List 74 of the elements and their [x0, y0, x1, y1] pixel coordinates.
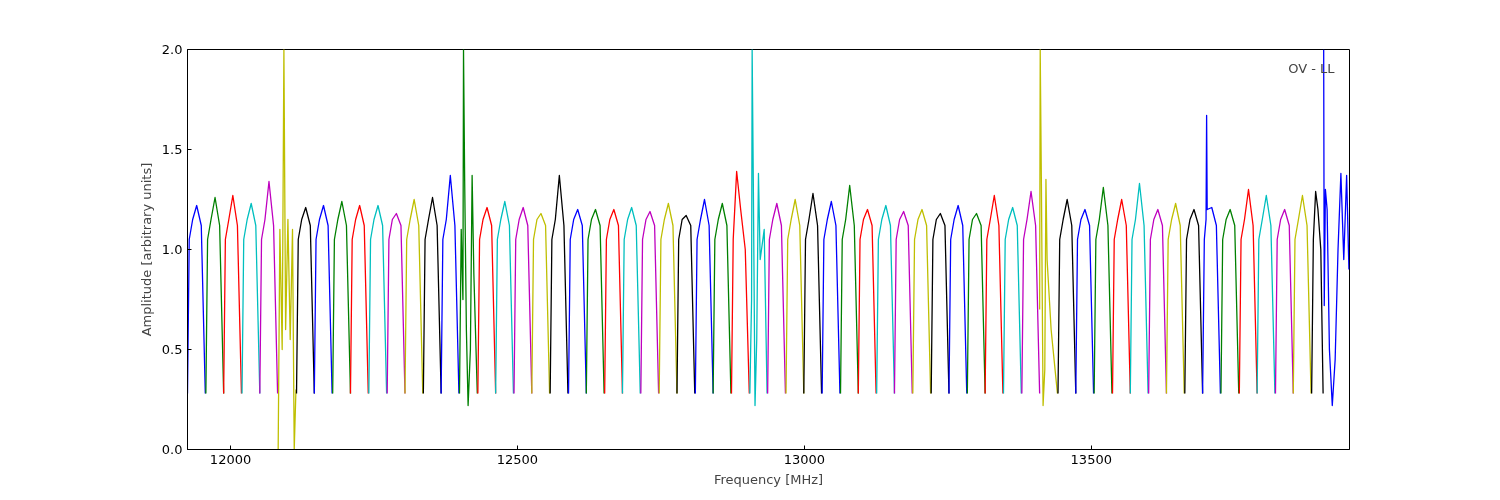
line-series [1038, 49, 1059, 407]
line-series [1323, 49, 1350, 407]
line-series [386, 212, 406, 395]
line-series [621, 206, 641, 395]
line-series [658, 202, 678, 395]
line-series [295, 206, 315, 395]
line-series [1274, 208, 1294, 395]
line-series [458, 49, 478, 407]
line-series [712, 202, 732, 395]
line-series [876, 204, 896, 395]
line-series [694, 198, 714, 395]
line-series [422, 196, 442, 395]
line-series [785, 198, 805, 395]
x-tick-label: 13000 [783, 451, 826, 467]
line-series [1165, 202, 1185, 395]
line-series [495, 200, 515, 395]
line-series [766, 202, 787, 395]
y-tick-label: 2.0 [161, 42, 183, 57]
line-series [1129, 182, 1149, 395]
line-series [640, 210, 660, 395]
line-series [1093, 186, 1113, 395]
line-series [604, 208, 624, 395]
line-series [349, 204, 369, 395]
line-series [1075, 208, 1095, 395]
line-series [277, 49, 297, 450]
line-series [549, 174, 569, 395]
line-series [1220, 208, 1240, 395]
line-series [1148, 208, 1168, 395]
line-series [241, 202, 261, 395]
x-axis-title: Frequency [MHz] [713, 471, 824, 487]
line-series [1057, 198, 1077, 395]
line-series [1238, 188, 1258, 395]
y-axis-title: Amplitude [arbitrary units] [138, 162, 154, 337]
line-series [730, 170, 750, 395]
line-series [1002, 206, 1022, 395]
line-series [1292, 194, 1312, 395]
line-series [749, 49, 768, 407]
line-series [404, 198, 424, 395]
line-series [585, 208, 605, 395]
x-tick-label: 12000 [209, 451, 252, 467]
line-series [313, 204, 333, 395]
line-series [912, 208, 932, 395]
line-series [857, 208, 877, 395]
line-series [1256, 194, 1276, 395]
line-series [223, 194, 243, 395]
line-series [803, 192, 823, 395]
line-series [984, 194, 1004, 395]
x-tick-label: 12500 [496, 451, 539, 467]
x-tick-label: 13500 [1070, 451, 1112, 467]
line-series [332, 200, 352, 395]
line-series [1184, 208, 1204, 395]
line-series [440, 174, 460, 395]
line-series [1201, 114, 1222, 395]
line-series [676, 214, 696, 395]
line-series [1021, 190, 1041, 395]
y-tick-label: 1.0 [161, 242, 183, 257]
line-series [513, 206, 533, 395]
line-series [368, 204, 388, 395]
line-series [893, 210, 913, 395]
line-series [1111, 198, 1131, 395]
line-series [477, 206, 497, 395]
y-tick-label: 0.5 [161, 342, 183, 357]
line-series [531, 212, 551, 395]
line-series [930, 212, 950, 395]
line-series [1310, 190, 1324, 395]
y-tick-label: 0.0 [161, 442, 183, 457]
line-series [567, 208, 587, 395]
line-series [839, 184, 859, 395]
line-series [966, 212, 986, 395]
line-series [205, 196, 225, 395]
y-tick-label: 1.5 [161, 142, 183, 157]
line-series [259, 180, 279, 395]
line-series [821, 200, 841, 395]
line-series [948, 204, 968, 395]
